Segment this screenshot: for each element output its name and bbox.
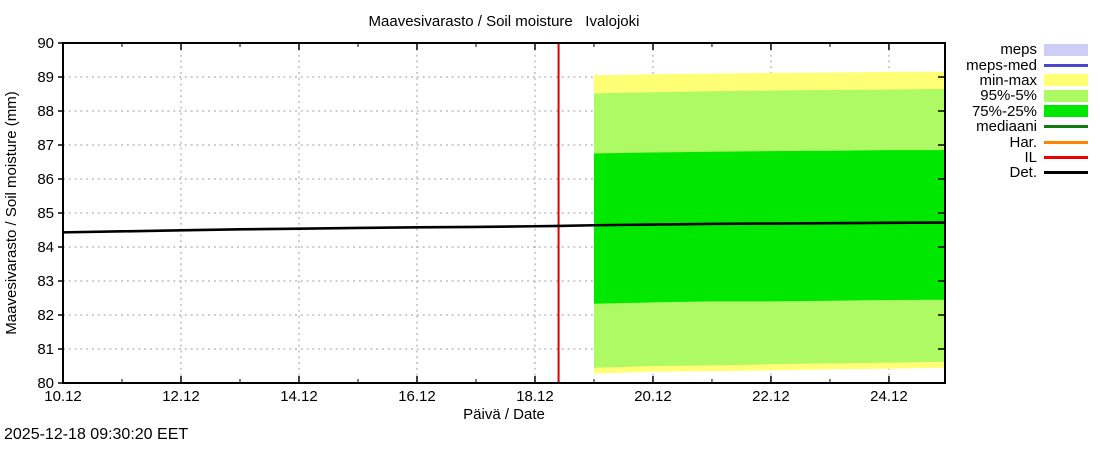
legend-item-95-5-: 95%-5% [966, 88, 1088, 103]
chart-title: Maavesivarasto / Soil moisture Ivalojoki [368, 13, 640, 30]
legend-swatch-line [1044, 125, 1088, 129]
legend-item-min-max: min-max [966, 73, 1088, 88]
legend: meps meps-med min-max 95%-5% 75%-25% mediaani… [966, 42, 1088, 181]
x-axis-label: Päivä / Date [463, 406, 545, 423]
legend-item-det-: Det. [966, 165, 1088, 180]
x-tick-label: 10.12 [44, 388, 82, 405]
legend-item-mediaani: mediaani [966, 119, 1088, 134]
legend-item-label: IL [1024, 148, 1037, 166]
x-tick-label: 14.12 [280, 388, 318, 405]
x-tick-label: 12.12 [162, 388, 200, 405]
legend-item-label: min-max [979, 71, 1037, 89]
y-tick-label: 90 [37, 35, 54, 52]
y-tick-label: 84 [37, 239, 54, 256]
y-tick-label: 86 [37, 171, 54, 188]
legend-item-il: IL [966, 150, 1088, 165]
legend-item-label: meps-med [966, 56, 1037, 74]
band-75-25- [593, 150, 945, 304]
legend-item-label: 95%-5% [980, 87, 1037, 105]
x-tick-label: 20.12 [634, 388, 672, 405]
y-tick-label: 88 [37, 103, 54, 120]
legend-swatch-band [1044, 105, 1088, 118]
legend-swatch-line [1044, 63, 1088, 67]
x-tick-label: 16.12 [398, 388, 436, 405]
legend-swatch-band [1044, 89, 1088, 102]
plot-area: 10.12 12.12 14.12 16.12 18.12 20.12 22.12 24.12… [37, 35, 946, 405]
legend-swatch-band [1044, 43, 1088, 56]
x-tick-label: 18.12 [516, 388, 554, 405]
legend-item-label: mediaani [976, 118, 1037, 136]
x-tick-label: 22.12 [752, 388, 790, 405]
y-tick-label: 81 [37, 341, 54, 358]
legend-item-label: 75%-25% [971, 102, 1037, 120]
y-tick-label: 85 [37, 205, 54, 222]
y-tick-label: 83 [37, 273, 54, 290]
y-axis-label: Maavesivarasto / Soil moisture (mm) [3, 91, 20, 335]
legend-item-75-25-: 75%-25% [966, 104, 1088, 119]
line-det- [62, 221, 946, 234]
legend-item-label: meps [1000, 41, 1037, 59]
legend-swatch-line [1044, 140, 1088, 144]
legend-swatch-line [1044, 171, 1088, 175]
x-tick-label: 24.12 [870, 388, 908, 405]
legend-swatch-line [1044, 155, 1088, 159]
legend-item-label: Det. [1009, 164, 1037, 182]
y-tick-label: 89 [37, 69, 54, 86]
legend-swatch-band [1044, 74, 1088, 87]
y-tick-label: 80 [37, 375, 54, 392]
y-tick-label: 82 [37, 307, 54, 324]
legend-item-meps-med: meps-med [966, 56, 1088, 74]
legend-item-label: Har. [1009, 133, 1037, 151]
legend-item-har-: Har. [966, 133, 1088, 151]
legend-item-meps: meps [966, 42, 1088, 57]
y-tick-label: 87 [37, 137, 54, 154]
timestamp: 2025-12-18 09:30:20 EET [4, 426, 189, 443]
